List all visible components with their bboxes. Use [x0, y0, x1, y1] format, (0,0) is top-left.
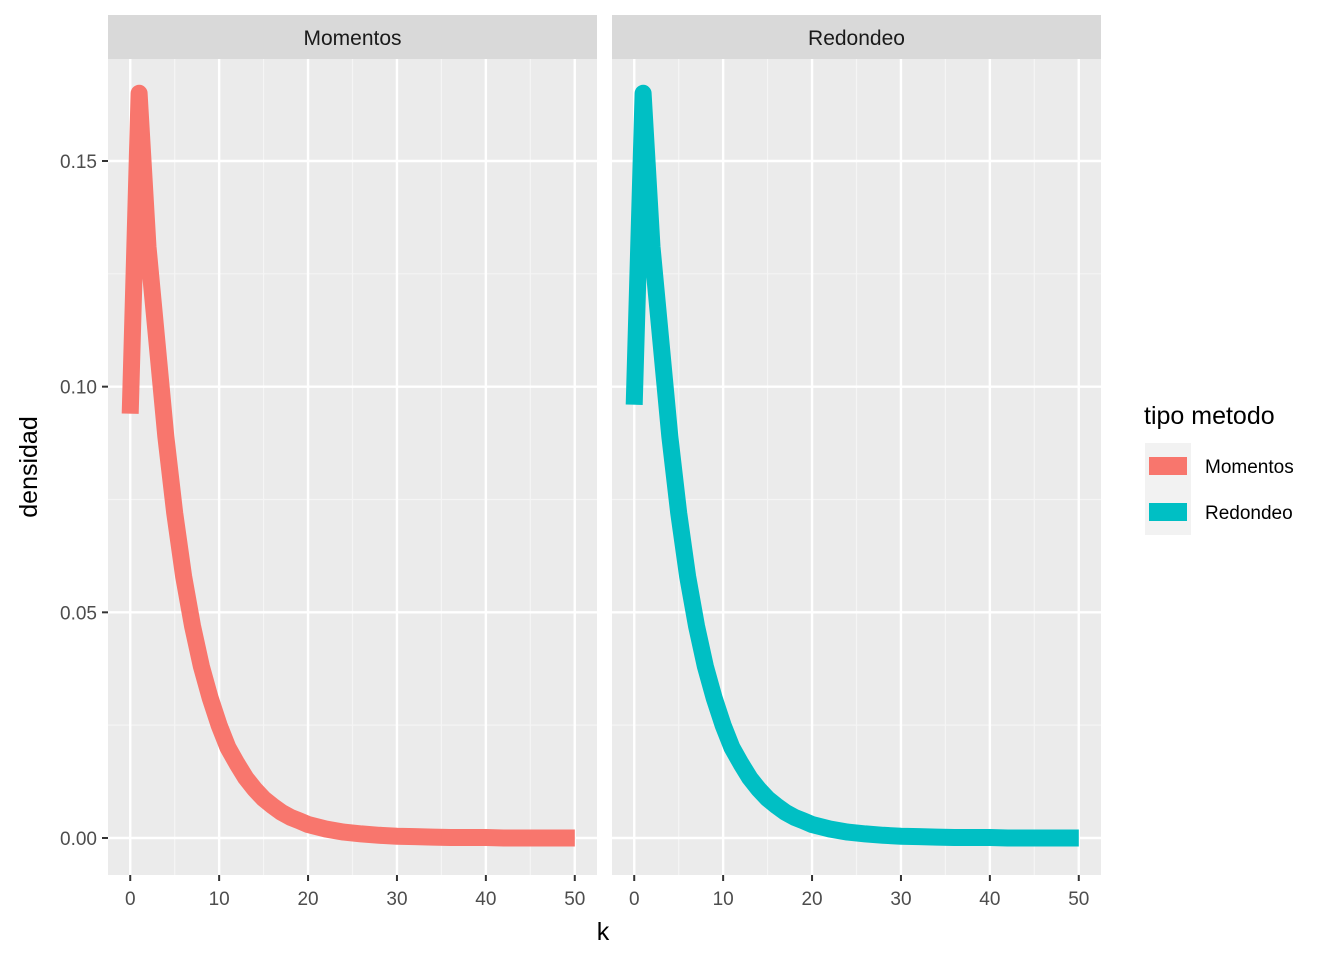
x-tick-label: 50	[564, 889, 585, 910]
legend-label-momentos: Momentos	[1205, 457, 1294, 478]
legend-title: tipo metodo	[1144, 402, 1275, 430]
x-tick-label: 20	[297, 889, 318, 910]
legend-label-redondeo: Redondeo	[1205, 503, 1293, 524]
y-tick-label: 0.00	[60, 829, 97, 850]
x-tick-label: 50	[1068, 889, 1089, 910]
x-tick-label: 0	[629, 889, 640, 910]
facet-strip-label: Momentos	[303, 27, 401, 50]
x-axis-title: k	[597, 918, 610, 946]
panel-redondeo: Redondeo 0 10 20 30 40 50	[612, 15, 1101, 910]
facet-strip-label: Redondeo	[808, 27, 905, 50]
facet-strip	[612, 15, 1101, 59]
x-tick-label: 20	[801, 889, 822, 910]
x-tick-label: 30	[386, 889, 407, 910]
x-tick-label: 40	[475, 889, 496, 910]
y-tick-label: 0.10	[60, 378, 97, 399]
x-tick-label: 0	[125, 889, 136, 910]
y-tick-label: 0.15	[60, 152, 97, 173]
x-tick-label: 40	[979, 889, 1000, 910]
legend-key-momentos	[1149, 457, 1187, 475]
x-tick-label: 10	[209, 889, 230, 910]
series-line-redondeo	[625, 84, 1079, 847]
panel-momentos: Momentos 0 10 20 30 40 50	[108, 15, 597, 910]
facet-strip	[108, 15, 597, 59]
y-axis-title: densidad	[15, 416, 43, 517]
legend-key-background	[1145, 443, 1191, 535]
y-axis: 0.00 0.05 0.10 0.15	[60, 152, 108, 850]
panels: Momentos 0 10 20 30 40 50 Redondeo 0 10 20 30 40 50	[108, 15, 1101, 910]
y-tick-label: 0.05	[60, 603, 97, 624]
legend-key-redondeo	[1149, 503, 1187, 521]
x-tick-label: 30	[890, 889, 911, 910]
series-line-momentos	[121, 84, 575, 847]
legend: tipo metodo Momentos Redondeo	[1144, 402, 1294, 535]
x-tick-label: 10	[713, 889, 734, 910]
